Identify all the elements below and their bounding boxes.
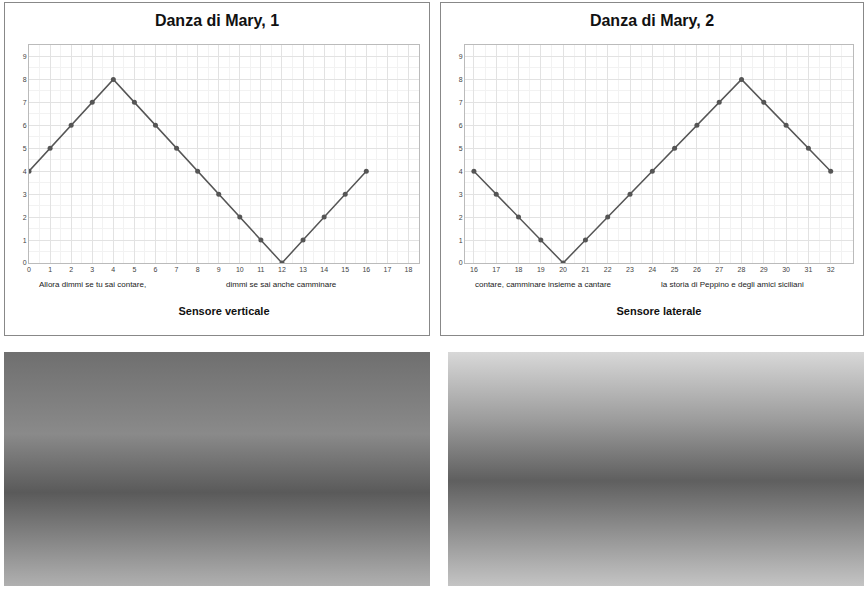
svg-text:11: 11: [257, 266, 264, 273]
svg-text:2: 2: [459, 214, 463, 221]
svg-text:0: 0: [27, 266, 31, 273]
svg-text:Danza di Mary, 2: Danza di Mary, 2: [590, 12, 714, 29]
svg-text:1: 1: [459, 237, 463, 244]
svg-text:5: 5: [23, 145, 27, 152]
svg-text:7: 7: [23, 99, 27, 106]
svg-text:19: 19: [537, 266, 545, 273]
svg-text:Sensore verticale: Sensore verticale: [178, 305, 269, 317]
svg-text:dimmi se sai anche camminare: dimmi se sai anche camminare: [226, 280, 337, 289]
svg-text:5: 5: [459, 145, 463, 152]
svg-text:27: 27: [715, 266, 723, 273]
svg-text:12: 12: [278, 266, 286, 273]
svg-text:18: 18: [405, 266, 413, 273]
svg-text:22: 22: [604, 266, 612, 273]
svg-text:10: 10: [236, 266, 244, 273]
svg-text:7: 7: [459, 99, 463, 106]
svg-text:21: 21: [582, 266, 590, 273]
svg-text:3: 3: [459, 191, 463, 198]
svg-text:20: 20: [559, 266, 567, 273]
svg-text:9: 9: [23, 53, 27, 60]
svg-text:25: 25: [671, 266, 679, 273]
svg-text:Sensore laterale: Sensore laterale: [617, 305, 702, 317]
svg-text:28: 28: [738, 266, 746, 273]
svg-text:7: 7: [175, 266, 179, 273]
svg-text:30: 30: [782, 266, 790, 273]
svg-text:1: 1: [23, 237, 27, 244]
svg-text:13: 13: [299, 266, 307, 273]
svg-text:31: 31: [805, 266, 813, 273]
svg-text:4: 4: [459, 168, 463, 175]
svg-text:5: 5: [132, 266, 136, 273]
svg-text:3: 3: [23, 191, 27, 198]
svg-text:6: 6: [154, 266, 158, 273]
svg-text:6: 6: [459, 122, 463, 129]
svg-text:Allora dimmi se tu sai contare: Allora dimmi se tu sai contare,: [39, 280, 146, 289]
svg-text:29: 29: [760, 266, 768, 273]
svg-text:26: 26: [693, 266, 701, 273]
svg-text:24: 24: [648, 266, 656, 273]
svg-text:contare, camminare insieme a c: contare, camminare insieme a cantare: [475, 280, 612, 289]
svg-text:4: 4: [23, 168, 27, 175]
svg-text:16: 16: [470, 266, 478, 273]
svg-text:3: 3: [90, 266, 94, 273]
svg-text:0: 0: [459, 259, 463, 266]
svg-text:1: 1: [48, 266, 52, 273]
svg-text:9: 9: [459, 53, 463, 60]
svg-text:16: 16: [362, 266, 370, 273]
svg-text:la storia di Peppino e degli a: la storia di Peppino e degli amici sicil…: [661, 280, 804, 289]
svg-text:2: 2: [23, 214, 27, 221]
svg-text:6: 6: [23, 122, 27, 129]
svg-text:17: 17: [492, 266, 500, 273]
svg-text:8: 8: [459, 76, 463, 83]
svg-text:18: 18: [515, 266, 523, 273]
svg-text:32: 32: [827, 266, 835, 273]
svg-text:0: 0: [23, 259, 27, 266]
svg-text:17: 17: [383, 266, 391, 273]
svg-text:23: 23: [626, 266, 634, 273]
svg-text:Danza di Mary, 1: Danza di Mary, 1: [155, 12, 279, 29]
svg-text:14: 14: [320, 266, 328, 273]
svg-text:4: 4: [111, 266, 115, 273]
svg-text:2: 2: [69, 266, 73, 273]
svg-text:8: 8: [23, 76, 27, 83]
svg-text:8: 8: [196, 266, 200, 273]
svg-text:9: 9: [217, 266, 221, 273]
svg-text:15: 15: [341, 266, 349, 273]
